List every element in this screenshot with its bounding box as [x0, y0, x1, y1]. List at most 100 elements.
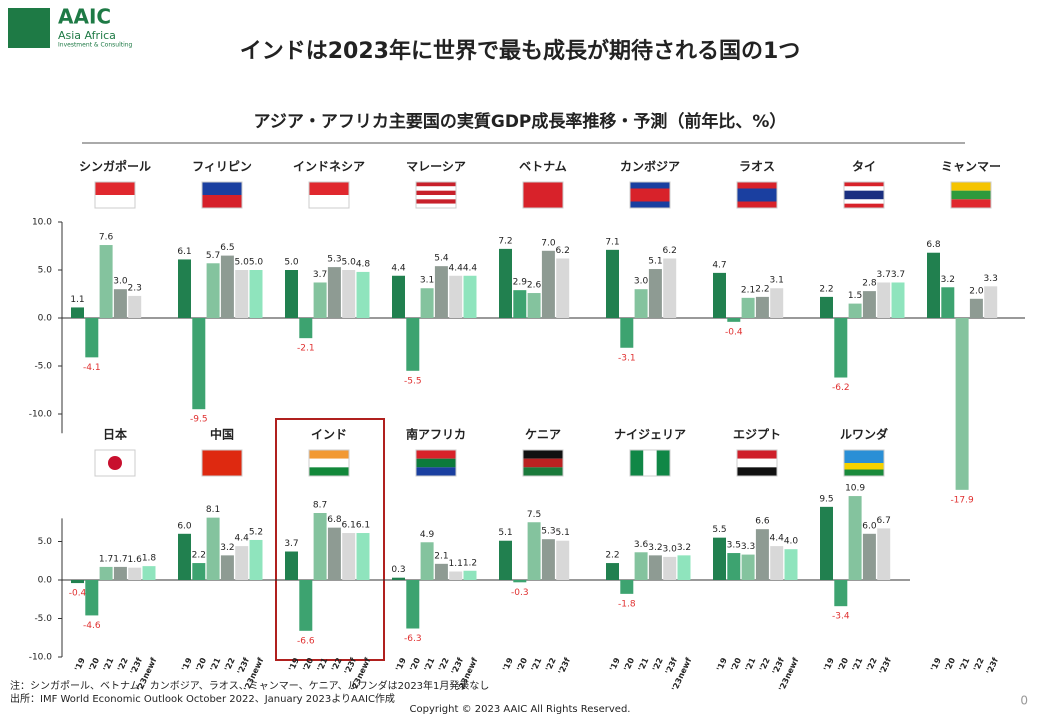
country-name: 日本: [103, 427, 127, 442]
value-label: 2.2: [755, 284, 769, 294]
x-tick-label: '22: [437, 656, 451, 672]
x-tick-label: '21: [209, 656, 223, 673]
x-tick-label: '20: [836, 656, 850, 673]
x-tick-label: '21: [423, 656, 437, 673]
x-tick-label: '19: [287, 656, 301, 673]
bar: [770, 546, 784, 580]
value-label: 2.8: [862, 279, 877, 289]
bar: [499, 248, 512, 318]
flag: [416, 190, 456, 195]
bar: [620, 318, 634, 348]
bar: [499, 540, 512, 580]
x-tick-label: '19: [822, 656, 836, 673]
value-label: 1.5: [848, 291, 862, 301]
y-tick-label: -5.0: [34, 614, 52, 624]
value-label: -0.4: [725, 327, 743, 337]
bar: [327, 267, 341, 318]
value-label: 5.0: [284, 258, 299, 268]
value-label: 4.4: [235, 534, 250, 544]
bar: [634, 552, 648, 580]
flag: [309, 458, 349, 468]
value-label: 8.1: [206, 505, 220, 515]
x-tick-label: '21: [958, 656, 972, 673]
bar: [848, 303, 862, 318]
logo-sub: Investment & Consulting: [58, 42, 133, 49]
value-label: -2.1: [297, 344, 315, 354]
flag: [416, 450, 456, 459]
bar: [420, 542, 434, 580]
bar: [834, 318, 848, 378]
bar: [770, 288, 784, 318]
note: 出所：IMF World Economic Outlook October 20…: [10, 692, 395, 705]
value-label: 7.0: [541, 238, 556, 248]
value-label: 5.3: [327, 255, 341, 265]
flag: [108, 456, 122, 470]
bar: [128, 567, 142, 580]
flag: [630, 182, 670, 189]
bar: [406, 318, 420, 371]
flag: [202, 450, 242, 476]
value-label: 5.1: [648, 257, 662, 267]
bar: [713, 537, 726, 580]
bar: [434, 563, 448, 580]
value-label: 3.1: [420, 276, 434, 286]
value-label: 6.2: [663, 246, 677, 256]
flag: [951, 190, 991, 200]
bar: [820, 506, 833, 580]
bar: [406, 580, 420, 629]
bar: [741, 554, 755, 580]
x-tick-label: '22: [544, 656, 558, 672]
flag: [844, 450, 884, 457]
flag: [202, 195, 242, 208]
flag: [737, 450, 777, 459]
flag: [309, 195, 349, 208]
logo-sub: Asia Africa: [58, 29, 116, 42]
flag: [523, 182, 563, 208]
value-label: 1.7: [99, 554, 113, 564]
x-tick-label: '23f: [985, 656, 1001, 676]
bar: [648, 269, 662, 318]
value-label: 7.5: [527, 510, 541, 520]
value-label: 5.5: [712, 525, 726, 535]
x-tick-label: '20: [194, 656, 208, 673]
value-label: 7.1: [605, 237, 619, 247]
flag: [844, 456, 884, 463]
flag: [737, 201, 777, 208]
x-tick-label: '21: [637, 656, 651, 673]
value-label: 5.7: [206, 251, 220, 261]
flag: [523, 450, 563, 459]
value-label: 3.3: [741, 542, 755, 552]
value-label: -6.6: [297, 636, 315, 646]
bar: [449, 275, 463, 318]
value-label: 1.7: [113, 554, 127, 564]
flag: [202, 182, 242, 195]
bar: [784, 549, 798, 580]
x-tick-label: '21: [744, 656, 758, 673]
flag: [737, 467, 777, 476]
value-label: 10.9: [845, 484, 865, 494]
bar: [862, 533, 876, 580]
copyright: Copyright © 2023 AAIC All Rights Reserve…: [410, 704, 631, 715]
value-label: -0.4: [69, 589, 87, 599]
value-label: -9.5: [190, 415, 208, 425]
x-tick-label: '19: [73, 656, 87, 673]
country-name: 南アフリカ: [406, 427, 466, 442]
flag-border: [843, 449, 885, 477]
value-label: 5.1: [498, 528, 512, 538]
y-tick-label: -5.0: [34, 362, 52, 372]
bar: [741, 297, 755, 318]
y-tick-label: -10.0: [29, 653, 53, 663]
flag: [844, 182, 884, 187]
bar: [342, 270, 356, 318]
flag: [630, 450, 644, 476]
flag: [416, 195, 456, 200]
x-tick-label: '21: [102, 656, 116, 673]
x-tick-label: '23f: [557, 656, 573, 676]
bar: [356, 271, 370, 318]
flag: [523, 458, 563, 468]
bar: [955, 318, 969, 490]
value-label: 3.6: [634, 540, 649, 550]
value-label: 2.2: [819, 284, 833, 294]
value-label: -4.6: [83, 621, 101, 631]
bar: [755, 529, 769, 580]
